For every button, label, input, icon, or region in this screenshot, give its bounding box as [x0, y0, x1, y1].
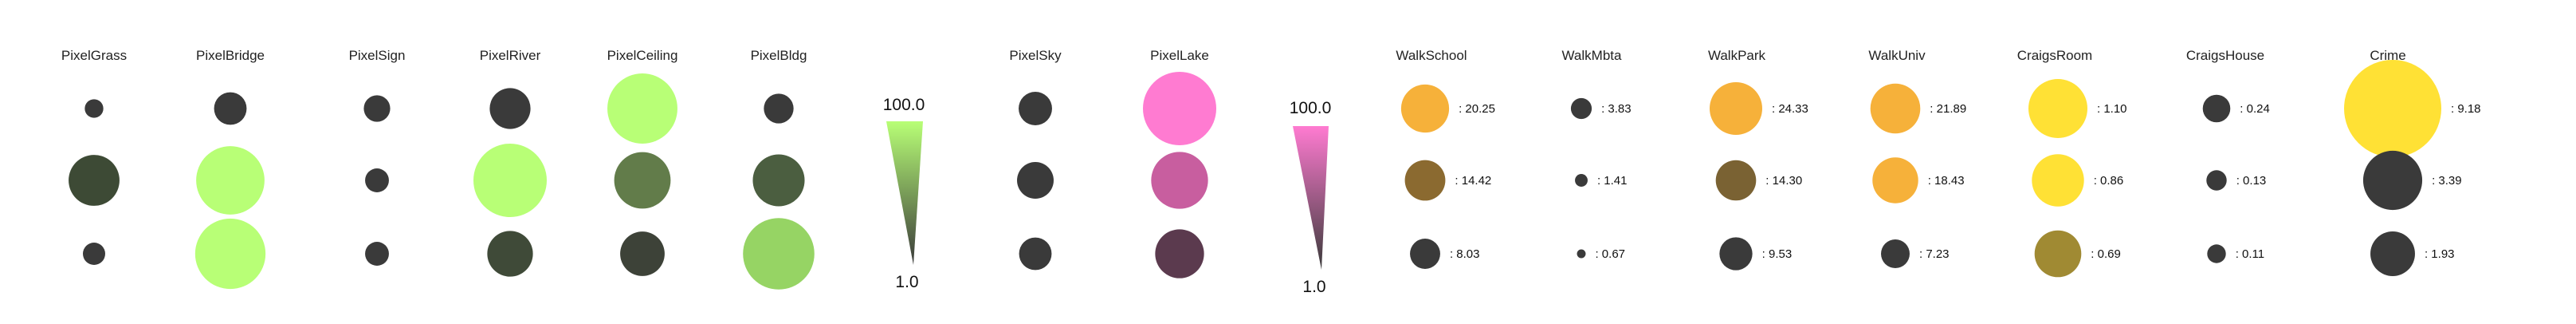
bubble-pixel-sign-row-2: [365, 168, 389, 192]
column-title-pixel-lake: PixelLake: [1150, 48, 1209, 63]
bubble-craigs-room-row-3: [2034, 230, 2082, 278]
value-label-crime-row-3: : 1.93: [2425, 247, 2455, 261]
bubble-crime-row-2: [2362, 150, 2423, 211]
bubble-pixel-lake-row-3: [1155, 229, 1204, 279]
value-label-walk-park-row-1: : 24.33: [1772, 102, 1808, 116]
bubble-walk-univ-row-1: [1870, 83, 1921, 134]
bubble-craigs-room-row-1: [2028, 79, 2087, 138]
bubble-pixel-sky-row-1: [1019, 92, 1052, 125]
bubble-pixel-bldg-row-2: [752, 154, 805, 207]
bubble-pixel-sign-row-3: [365, 242, 389, 266]
column-title-pixel-sky: PixelSky: [1009, 48, 1062, 63]
green-color-scale: 100.0 1.0: [883, 96, 925, 291]
bubble-pixel-bridge-row-3: [194, 218, 266, 290]
bubble-pixel-sky-row-2: [1017, 162, 1054, 199]
bubble-crime-row-1: [2344, 60, 2441, 157]
bubble-walk-park-row-1: [1710, 82, 1762, 135]
bubble-walk-park-row-2: [1715, 160, 1757, 201]
value-label-craigs-house-row-2: : 0.13: [2236, 174, 2267, 188]
column-title-pixel-bldg: PixelBldg: [751, 48, 807, 63]
pink-color-scale: 100.0 1.0: [1290, 99, 1332, 296]
bubble-marks: PixelGrass PixelBridge PixelSign PixelRiver…: [61, 48, 2481, 290]
column-title-craigs-house: CraigsHouse: [2186, 48, 2264, 63]
bubble-pixel-bldg-row-3: [743, 218, 815, 290]
pink-scale-min-label: 1.0: [1302, 278, 1325, 296]
bubble-pixel-river-row-2: [473, 144, 547, 217]
column-title-pixel-grass: PixelGrass: [61, 48, 127, 63]
bubble-craigs-house-row-2: [2206, 170, 2227, 191]
value-label-walk-univ-row-1: : 21.89: [1930, 102, 1966, 116]
bubble-walk-univ-row-2: [1872, 157, 1918, 203]
bubble-craigs-house-row-1: [2202, 94, 2231, 123]
value-label-craigs-room-row-1: : 1.10: [2097, 102, 2127, 116]
column-title-pixel-river: PixelRiver: [480, 48, 541, 63]
bubble-pixel-ceiling-row-3: [620, 231, 665, 276]
value-label-craigs-house-row-3: : 0.11: [2236, 247, 2264, 261]
column-title-craigs-room: CraigsRoom: [2017, 48, 2092, 63]
bubble-walk-mbta-row-1: [1570, 97, 1592, 120]
value-label-crime-row-2: : 3.39: [2432, 174, 2462, 188]
bubble-crime-row-3: [2370, 231, 2415, 276]
value-label-walk-school-row-3: : 8.03: [1450, 247, 1480, 261]
value-label-craigs-room-row-2: : 0.86: [2094, 174, 2124, 188]
value-label-craigs-room-row-3: : 0.69: [2091, 247, 2121, 261]
value-label-walk-park-row-2: : 14.30: [1765, 174, 1802, 188]
bubble-craigs-house-row-3: [2207, 244, 2226, 263]
value-label-craigs-house-row-1: : 0.24: [2240, 102, 2270, 116]
pink-scale-max-label: 100.0: [1290, 99, 1332, 117]
bubble-walk-univ-row-3: [1881, 239, 1910, 268]
value-label-walk-mbta-row-2: : 1.41: [1597, 174, 1628, 188]
column-title-pixel-sign: PixelSign: [349, 48, 406, 63]
bubble-pixel-river-row-1: [489, 88, 531, 129]
bubble-pixel-grass-row-1: [84, 99, 104, 118]
bubble-pixel-lake-row-1: [1143, 72, 1216, 145]
value-label-walk-school-row-1: : 20.25: [1459, 102, 1495, 116]
value-label-walk-mbta-row-3: : 0.67: [1595, 247, 1625, 261]
bubble-pixel-lake-row-2: [1151, 152, 1208, 209]
value-label-walk-park-row-3: : 9.53: [1762, 247, 1793, 261]
bubble-craigs-room-row-2: [2032, 154, 2084, 207]
value-label-walk-mbta-row-1: : 3.83: [1601, 102, 1632, 116]
value-label-walk-univ-row-3: : 7.23: [1919, 247, 1950, 261]
column-title-walk-mbta: WalkMbta: [1562, 48, 1622, 63]
bubble-pixel-sky-row-3: [1019, 237, 1052, 271]
value-label-crime-row-1: : 9.18: [2451, 102, 2481, 116]
green-scale-wedge: [886, 121, 923, 265]
bubble-pixel-sign-row-1: [363, 95, 391, 122]
bubble-pixel-river-row-3: [487, 231, 533, 277]
column-title-crime: Crime: [2370, 48, 2405, 63]
bubble-pixel-grass-row-3: [83, 243, 105, 265]
value-label-walk-school-row-2: : 14.42: [1455, 174, 1491, 188]
bubble-walk-school-row-3: [1410, 239, 1440, 269]
column-title-walk-school: WalkSchool: [1396, 48, 1467, 63]
bubble-walk-school-row-1: [1400, 84, 1450, 133]
bubble-pixel-ceiling-row-2: [614, 152, 671, 209]
bubble-walk-mbta-row-2: [1575, 174, 1588, 187]
bubble-pixel-grass-row-2: [69, 155, 120, 206]
bubble-walk-park-row-3: [1719, 237, 1753, 271]
column-title-pixel-ceiling: PixelCeiling: [607, 48, 678, 63]
bubble-pixel-ceiling-row-1: [607, 73, 677, 144]
bubble-walk-mbta-row-3: [1577, 249, 1586, 259]
bubble-walk-school-row-2: [1404, 160, 1446, 201]
bubble-pixel-bldg-row-1: [764, 93, 794, 124]
bubble-pixel-bridge-row-2: [196, 146, 265, 215]
green-scale-min-label: 1.0: [895, 273, 918, 291]
pink-scale-wedge: [1293, 126, 1329, 270]
bubble-pixel-bridge-row-1: [214, 92, 247, 125]
green-scale-max-label: 100.0: [883, 96, 925, 114]
value-label-walk-univ-row-2: : 18.43: [1928, 174, 1965, 188]
column-title-pixel-bridge: PixelBridge: [196, 48, 265, 63]
column-title-walk-park: WalkPark: [1708, 48, 1766, 63]
column-title-walk-univ: WalkUniv: [1868, 48, 1926, 63]
